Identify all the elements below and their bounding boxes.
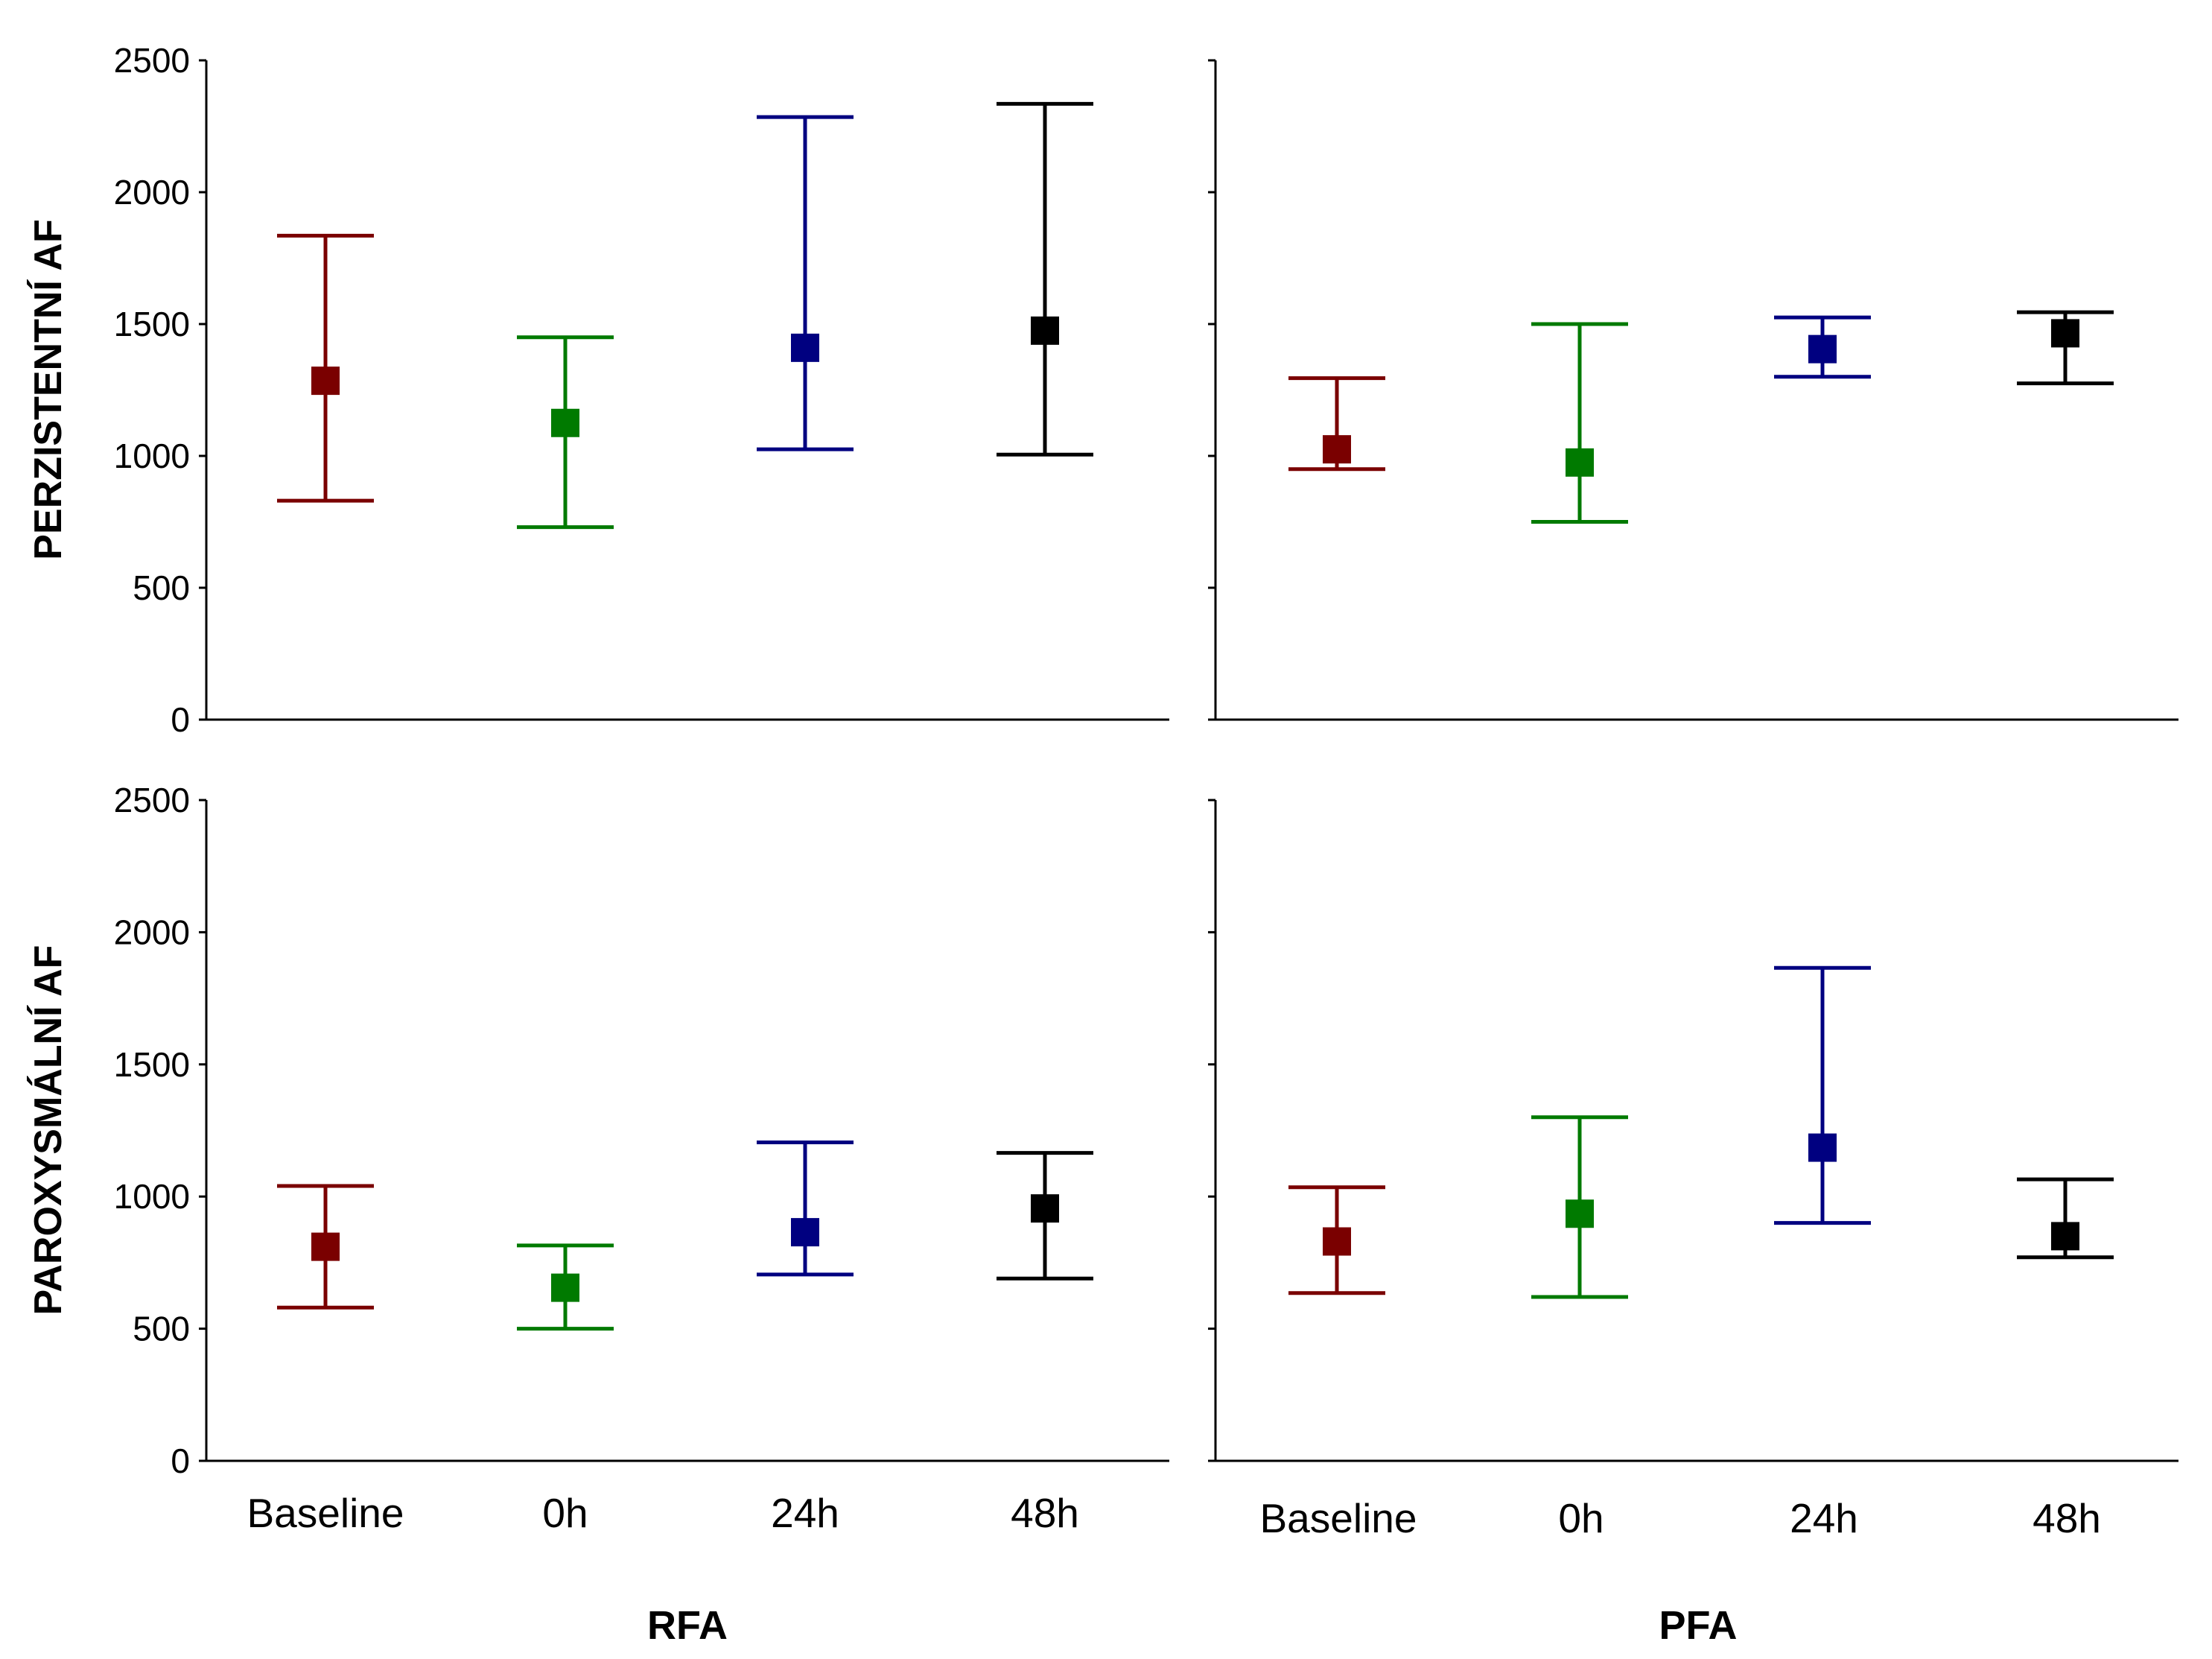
panel-perzistentn-afpfa [1208,59,2178,721]
row-label-paroxysmal: PAROXYSMÁLNÍ AF [27,945,70,1316]
mean-marker-0h [1566,1199,1594,1228]
y-tick-label: 1000 [114,1177,190,1216]
y-tick-label: 2000 [114,173,190,212]
mean-marker-24h [1808,334,1837,364]
y-tick-label: 1500 [114,305,190,343]
mean-marker-baseline [311,367,340,396]
y-tick-label: 500 [133,568,190,607]
y-tick-label: 1500 [114,1045,190,1084]
x-tick-label-48h: 48h [2033,1495,2101,1541]
panel-paroxysm-ln-afrfa: 0 500 1000 1500 2000 2500 [114,781,1169,1480]
x-tick-label-24h: 24h [771,1490,839,1536]
column-label-rfa: RFA [647,1603,728,1648]
y-tick-label: 2500 [114,41,190,80]
column-label-pfa: PFA [1659,1603,1737,1648]
mean-marker-0h [1566,448,1594,477]
y-tick-label: 1000 [114,437,190,475]
mean-marker-baseline [311,1232,340,1261]
y-tick-label: 0 [171,1441,190,1480]
y-tick-label: 2500 [114,781,190,819]
x-tick-label-0h: 0h [542,1490,588,1536]
x-tick-label-0h: 0h [1558,1495,1604,1541]
x-tick-label-48h: 48h [1011,1490,1079,1536]
mean-marker-24h [791,333,819,362]
row-label-persistent: PERZISTENTNÍ AF [27,219,70,559]
mean-marker-0h [551,1273,579,1302]
mean-marker-48h [1031,1194,1059,1223]
panel-perzistentn-afrfa: 0 500 1000 1500 2000 2500 [114,41,1169,739]
mean-marker-0h [551,408,579,437]
x-tick-label-24h: 24h [1790,1495,1858,1541]
mean-marker-baseline [1323,435,1351,464]
y-tick-label: 2000 [114,913,190,951]
mean-marker-24h [1808,1133,1837,1162]
x-tick-label-baseline: Baseline [1260,1495,1417,1541]
y-tick-label: 500 [133,1310,190,1348]
mean-marker-48h [2051,1222,2079,1251]
mean-marker-48h [1031,316,1059,345]
panel-paroxysm-ln-afpfa [1208,799,2178,1462]
x-tick-label-baseline: Baseline [247,1490,404,1536]
mean-marker-baseline [1323,1227,1351,1256]
mean-marker-48h [2051,319,2079,348]
y-tick-label: 0 [171,700,190,739]
mean-marker-24h [791,1218,819,1247]
